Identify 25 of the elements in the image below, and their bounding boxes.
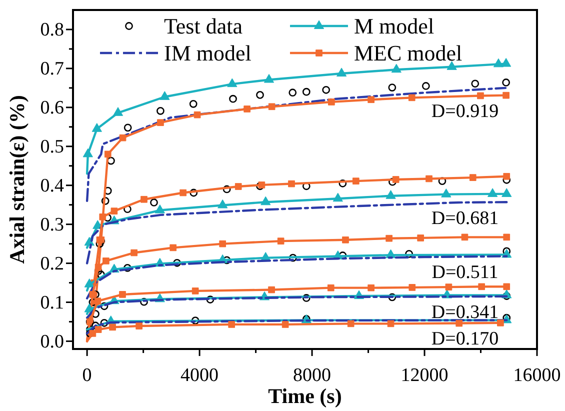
annotation: D=0.170	[431, 328, 499, 350]
y-tick-label: 0.1	[40, 292, 64, 314]
y-tick-label: 0.8	[40, 20, 64, 41]
y-tick-label: 0.2	[40, 253, 64, 274]
x-tick-label: 4000	[180, 364, 219, 386]
annotation: D=0.511	[432, 262, 498, 283]
y-axis-title: Axial strain(ε) (%)	[5, 95, 29, 264]
annotation: D=0.919	[431, 100, 499, 122]
legend-label: M model	[354, 14, 434, 39]
y-tick-label: 0.3	[40, 214, 64, 236]
y-tick-label: 0.0	[40, 331, 64, 352]
y-tick-label: 0.7	[40, 58, 64, 80]
y-tick-label: 0.5	[40, 136, 64, 158]
x-tick-label: 0	[82, 364, 92, 386]
y-tick-label: 0.6	[40, 97, 64, 118]
legend-label: MEC model	[354, 40, 462, 66]
y-tick-label: 0.4	[40, 175, 64, 196]
legend-label: IM model	[164, 40, 252, 66]
annotation: D=0.681	[431, 208, 499, 229]
x-tick-label: 12000	[400, 364, 448, 386]
annotation: D=0.341	[431, 302, 499, 324]
x-tick-label: 8000	[293, 364, 332, 386]
legend-label: Test data	[164, 14, 243, 39]
x-axis-title: Time (s)	[268, 384, 342, 408]
x-tick-label: 16000	[513, 364, 561, 386]
